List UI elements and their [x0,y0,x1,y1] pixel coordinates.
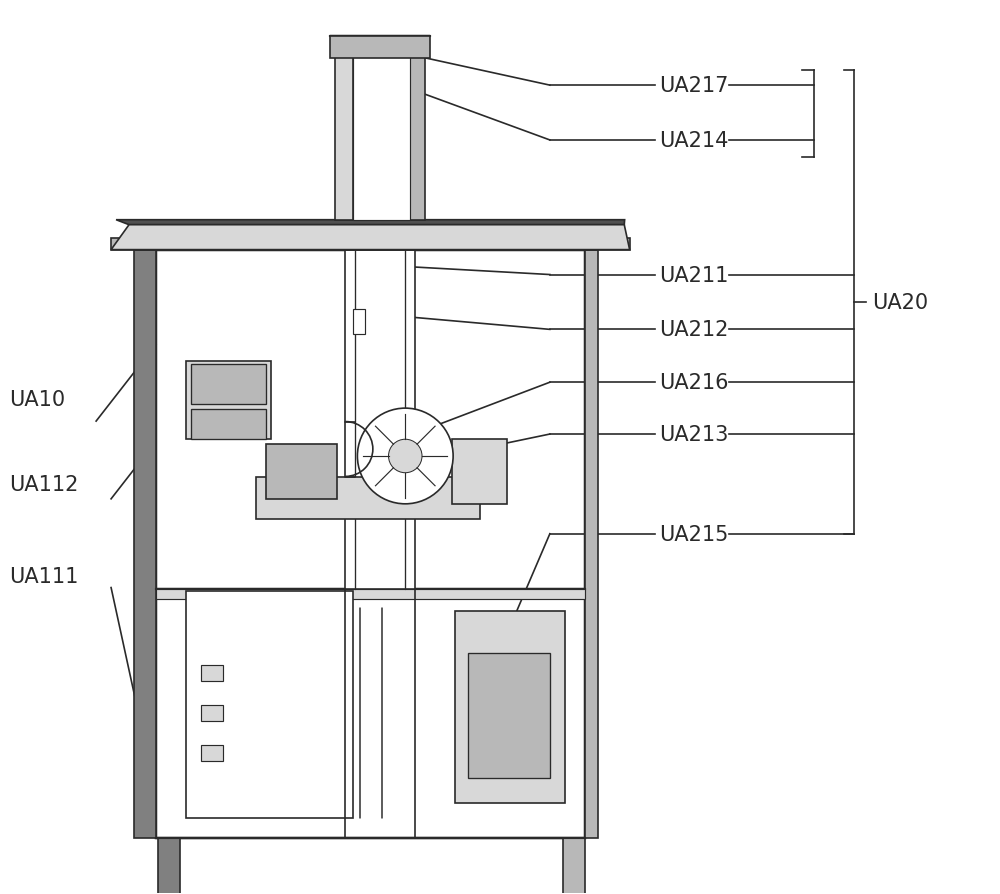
Bar [191,409,266,440]
Polygon shape [111,225,630,250]
Bar [201,705,223,721]
Bar [452,440,507,504]
Text: UA213: UA213 [660,425,729,444]
Bar [158,838,180,894]
Bar [455,611,565,803]
Bar [191,365,266,405]
Circle shape [357,409,453,504]
Bar [330,38,430,59]
Text: UA211: UA211 [660,266,729,285]
Text: UA10: UA10 [9,390,65,409]
Polygon shape [335,41,353,221]
Bar [186,591,353,818]
Text: UA20: UA20 [872,292,928,313]
Polygon shape [134,250,156,838]
Bar [353,41,410,221]
Text: UA212: UA212 [660,320,729,340]
Text: UA217: UA217 [660,76,729,96]
Bar [563,838,585,894]
Bar [266,444,337,499]
Polygon shape [156,589,585,599]
Text: UA111: UA111 [9,566,79,586]
Polygon shape [585,250,598,838]
Bar [156,250,585,838]
Bar [345,250,415,589]
Polygon shape [410,41,425,221]
Text: UA214: UA214 [660,131,729,151]
Text: UA216: UA216 [660,373,729,392]
Bar [201,665,223,681]
Polygon shape [116,221,625,225]
Bar [468,654,550,778]
Polygon shape [111,239,630,250]
Text: UA112: UA112 [9,475,79,494]
Bar [256,477,480,519]
Bar [353,310,365,335]
Bar [201,746,223,761]
Circle shape [389,440,422,473]
Text: UA215: UA215 [660,524,729,544]
Bar [186,362,271,440]
